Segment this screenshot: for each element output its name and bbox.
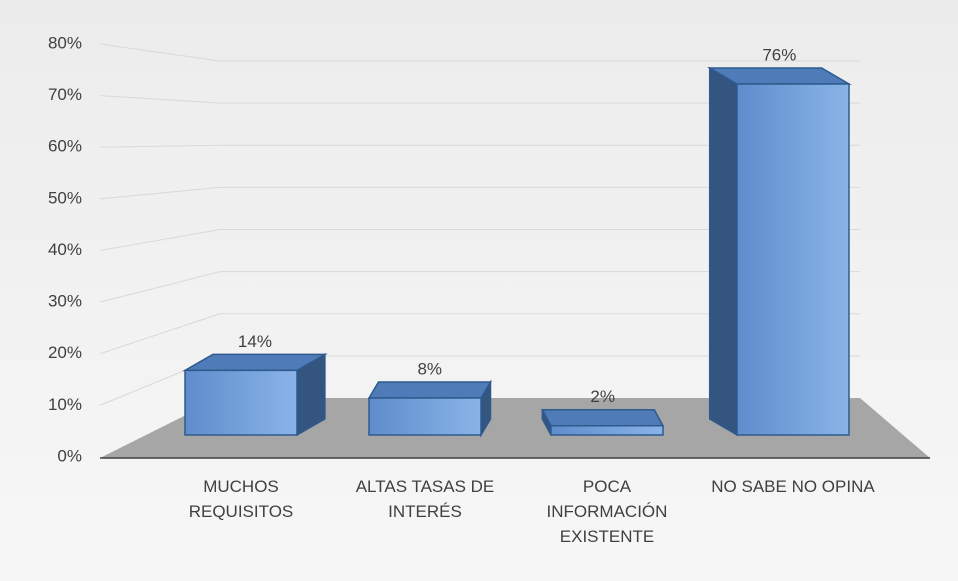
- y-tick-label: 30%: [48, 292, 82, 311]
- bar-face: [736, 83, 850, 436]
- bar: [367, 379, 492, 438]
- x-tick-label: POCA INFORMACIÓN EXISTENTE: [546, 477, 668, 546]
- grid-line: [99, 144, 221, 148]
- bar-face: [541, 409, 665, 427]
- x-tick-label: MUCHOS REQUISITOS: [188, 477, 294, 521]
- bar: [541, 409, 665, 436]
- grid-line: [99, 95, 221, 104]
- bar-face: [550, 425, 664, 436]
- bar-face: [367, 381, 492, 399]
- y-tick-label: 50%: [48, 188, 82, 207]
- value-label: 76%: [762, 45, 796, 64]
- bar-face: [368, 397, 482, 436]
- value-label: 2%: [590, 387, 615, 406]
- bar: [706, 66, 852, 437]
- y-tick-label: 10%: [48, 395, 82, 414]
- value-label: 14%: [238, 332, 272, 351]
- grid-line: [99, 43, 221, 62]
- bar: [182, 353, 328, 437]
- value-label: 8%: [417, 360, 442, 379]
- y-tick-label: 70%: [48, 85, 82, 104]
- x-tick-label: ALTAS TASAS DE INTERÉS: [355, 477, 495, 521]
- bar-face: [708, 66, 738, 437]
- y-tick-label: 20%: [48, 343, 82, 362]
- grid-line: [99, 229, 221, 251]
- y-tick-label: 80%: [48, 33, 82, 52]
- y-tick-label: 60%: [48, 137, 82, 156]
- bar-face: [184, 369, 298, 436]
- y-tick-label: 0%: [57, 446, 82, 465]
- grid-line: [99, 186, 221, 200]
- y-tick-label: 40%: [48, 240, 82, 259]
- grid-line: [99, 313, 221, 355]
- grid-line: [99, 271, 221, 303]
- x-tick-label: NO SABE NO OPINA: [711, 477, 875, 496]
